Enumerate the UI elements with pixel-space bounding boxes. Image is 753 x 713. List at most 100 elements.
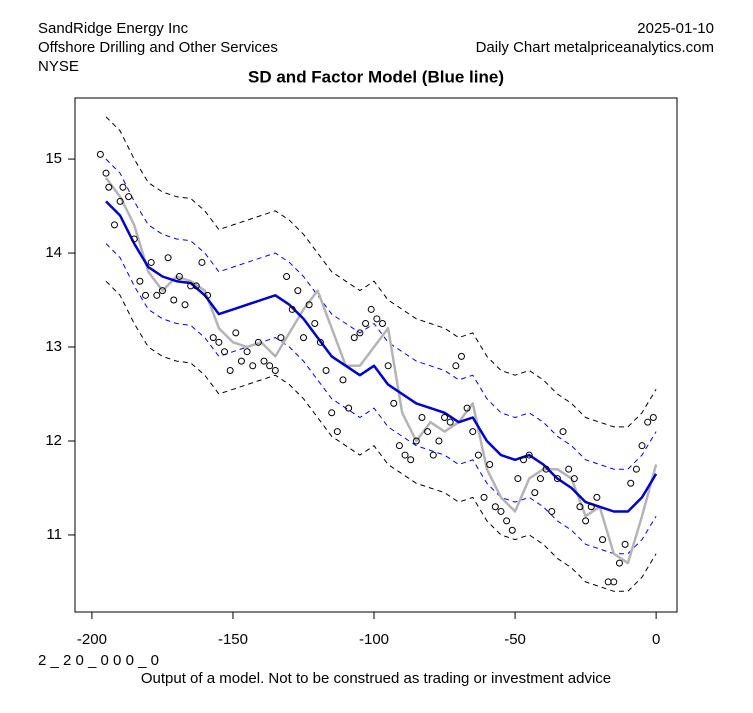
data-point	[243, 348, 251, 356]
data-point	[469, 428, 477, 436]
data-point	[158, 287, 166, 295]
data-point	[356, 329, 364, 337]
data-point	[170, 296, 178, 304]
exchange: NYSE	[38, 58, 79, 75]
data-point	[424, 428, 432, 436]
data-point	[508, 526, 516, 534]
data-point	[271, 367, 279, 375]
data-point	[531, 489, 539, 497]
data-point	[316, 338, 324, 346]
data-point	[283, 273, 291, 281]
source: Daily Chart metalpriceanalytics.com	[476, 39, 714, 56]
data-point	[305, 301, 313, 309]
data-point	[362, 320, 370, 328]
data-point	[266, 362, 274, 370]
data-point	[339, 376, 347, 384]
disclaimer: Output of a model. Not to be construed a…	[141, 670, 611, 687]
data-point	[175, 273, 183, 281]
data-point	[209, 334, 217, 342]
data-point	[587, 503, 595, 511]
data-point	[130, 235, 138, 243]
data-point	[277, 334, 285, 342]
data-point	[390, 399, 398, 407]
data-point	[147, 258, 155, 266]
band-line	[105, 116, 657, 428]
series-line	[105, 200, 658, 513]
y-tick-label: 11	[46, 526, 62, 543]
data-point	[181, 301, 189, 309]
data-point	[497, 507, 505, 515]
data-point	[446, 418, 454, 426]
data-point	[542, 465, 550, 473]
data-point	[401, 451, 409, 459]
x-tick-label: -200	[77, 631, 107, 648]
data-point	[553, 475, 561, 483]
data-point	[536, 475, 544, 483]
data-point	[110, 221, 118, 229]
band-line	[105, 280, 657, 592]
data-point	[407, 456, 415, 464]
x-tick-label: -50	[504, 631, 526, 648]
data-point	[514, 475, 522, 483]
data-point	[599, 536, 607, 544]
data-point	[119, 183, 127, 191]
data-point	[345, 404, 353, 412]
data-point	[192, 282, 200, 290]
data-point	[559, 428, 567, 436]
data-point	[570, 475, 578, 483]
model-code: 2 _ 2 0 _ 0 0 0 _ 0	[38, 652, 159, 669]
data-point	[232, 329, 240, 337]
plot-frame	[74, 97, 678, 613]
band-line	[105, 243, 657, 555]
data-point	[491, 503, 499, 511]
series-line	[105, 177, 658, 565]
data-point	[249, 362, 257, 370]
data-point	[638, 442, 646, 450]
data-point	[153, 291, 161, 299]
industry: Offshore Drilling and Other Services	[38, 39, 278, 56]
data-point	[649, 413, 657, 421]
data-point	[198, 258, 206, 266]
y-tick-label: 12	[45, 432, 62, 449]
data-point	[96, 150, 104, 158]
data-point	[525, 451, 533, 459]
data-point	[125, 193, 133, 201]
data-point	[322, 367, 330, 375]
data-point	[576, 503, 584, 511]
data-point	[142, 291, 150, 299]
data-point	[254, 338, 262, 346]
x-tick-label: -100	[359, 631, 389, 648]
data-point	[378, 320, 386, 328]
data-point	[632, 465, 640, 473]
data-point	[105, 183, 113, 191]
data-point	[615, 559, 623, 567]
data-point	[226, 367, 234, 375]
data-point	[215, 338, 223, 346]
data-point	[565, 465, 573, 473]
data-point	[548, 507, 556, 515]
data-point	[288, 305, 296, 313]
y-tick-label: 14	[45, 244, 62, 261]
data-point	[350, 334, 358, 342]
data-point	[311, 320, 319, 328]
data-point	[520, 456, 528, 464]
band-line	[105, 158, 657, 470]
data-point	[644, 418, 652, 426]
data-point	[260, 357, 268, 365]
data-point	[503, 517, 511, 525]
data-point	[333, 428, 341, 436]
data-point	[373, 315, 381, 323]
data-point	[367, 305, 375, 313]
data-point	[294, 287, 302, 295]
data-point	[457, 352, 465, 360]
data-point	[452, 362, 460, 370]
data-point	[441, 413, 449, 421]
data-point	[116, 197, 124, 205]
y-tick-label: 15	[45, 150, 62, 167]
data-point	[102, 169, 110, 177]
data-point	[582, 517, 590, 525]
data-point	[395, 442, 403, 450]
data-point	[621, 540, 629, 548]
